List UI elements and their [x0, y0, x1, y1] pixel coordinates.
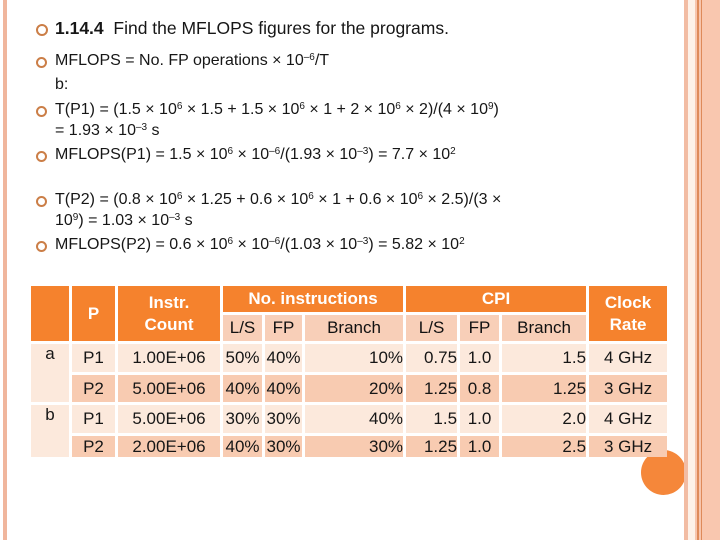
bullet-line-title: 1.14.4 Find the MFLOPS figures for the p…	[36, 16, 666, 40]
bullet-line-mflops-p1: MFLOPS(P1) = 1.5 × 106 × 10–6/(1.93 × 10…	[36, 144, 666, 165]
cpi-ls-cell: 0.75	[406, 344, 458, 372]
line-text: T(P1) = (1.5 × 106 × 1.5 + 1.5 × 106 × 1…	[55, 101, 499, 118]
cpi-ls-cell: 1.25	[406, 436, 458, 457]
line-text: = 1.93 × 10–3 s	[55, 122, 160, 139]
right-border-stripes	[684, 0, 720, 540]
program-cell: P2	[72, 375, 115, 402]
table-row: P2 5.00E+06 40% 40% 20% 1.25 0.8 1.25 3 …	[31, 375, 668, 402]
line-text: 109) = 1.03 × 10–3 s	[55, 212, 193, 229]
ls-pct-cell: 30%	[223, 405, 262, 433]
table-row: b P1 5.00E+06 30% 30% 40% 1.5 1.0 2.0 4 …	[31, 405, 668, 457]
ls-pct-cell: 40%	[223, 436, 262, 457]
cpi-branch-cell: 1.5	[502, 344, 587, 372]
cpi-branch-cell: 1.25	[502, 375, 587, 402]
ls-pct-cell: 40%	[223, 375, 262, 402]
header-cpi: CPI	[406, 286, 587, 312]
branch-pct-cell: 40%	[305, 405, 404, 433]
header-instr-count: Instr. Count	[118, 286, 220, 341]
clock-rate-cell: 3 GHz	[589, 436, 668, 457]
branch-pct-cell: 20%	[305, 375, 404, 402]
table-header-row-2: L/S FP Branch L/S FP Branch	[31, 315, 667, 341]
programs-table: P Instr. Count No. instructions CPI Cloc…	[28, 283, 670, 460]
fp-pct-cell: 40%	[265, 344, 302, 372]
cpi-fp-cell: 1.0	[460, 436, 500, 457]
line-text: MFLOPS(P1) = 1.5 × 106 × 10–6/(1.93 × 10…	[55, 146, 456, 163]
subheader-branch: Branch	[305, 315, 404, 341]
line-text: MFLOPS(P2) = 0.6 × 106 × 10–6/(1.03 × 10…	[55, 236, 465, 253]
bullet-line-tp1: T(P1) = (1.5 × 106 × 1.5 + 1.5 × 106 × 1…	[36, 99, 666, 120]
bullet-icon	[36, 57, 47, 68]
instr-count-cell: 5.00E+06	[118, 405, 220, 433]
subheader-cpi-branch: Branch	[502, 315, 587, 341]
left-border-stripe	[3, 0, 7, 540]
cpi-ls-cell: 1.5	[406, 405, 458, 433]
slide-body: 1.14.4 Find the MFLOPS figures for the p…	[36, 16, 666, 255]
program-cell: P2	[72, 436, 115, 457]
line-part-label: b:	[36, 74, 666, 96]
cpi-fp-cell: 1.0	[460, 405, 500, 433]
fp-pct-cell: 30%	[265, 405, 302, 433]
instr-count-cell: 5.00E+06	[118, 375, 220, 402]
instr-count-cell: 2.00E+06	[118, 436, 220, 457]
clock-rate-cell: 4 GHz	[589, 344, 668, 372]
table-row: a P1 1.00E+06 50% 40% 10% 0.75 1.0 1.5 4…	[31, 344, 668, 402]
bullet-line-tp2: T(P2) = (0.8 × 106 × 1.25 + 0.6 × 106 × …	[36, 189, 666, 210]
bullet-icon	[36, 196, 47, 207]
bullet-line-mflops-p2: MFLOPS(P2) = 0.6 × 106 × 10–6/(1.03 × 10…	[36, 234, 666, 255]
row-label-cell: b	[31, 405, 69, 457]
bullet-line-formula: MFLOPS = No. FP operations × 10–6/T	[36, 50, 666, 72]
header-p: P	[72, 286, 115, 341]
bullet-icon	[36, 24, 48, 36]
ls-pct-cell: 50%	[223, 344, 262, 372]
subheader-cpi-fp: FP	[460, 315, 500, 341]
subheader-fp: FP	[265, 315, 302, 341]
bullet-icon	[36, 151, 47, 162]
fp-pct-cell: 30%	[265, 436, 302, 457]
subheader-ls: L/S	[223, 315, 262, 341]
line-text: T(P2) = (0.8 × 106 × 1.25 + 0.6 × 106 × …	[55, 191, 502, 208]
fp-pct-cell: 40%	[265, 375, 302, 402]
program-cell: P1	[72, 344, 115, 372]
bullet-icon	[36, 241, 47, 252]
subheader-cpi-ls: L/S	[406, 315, 458, 341]
bullet-icon	[36, 106, 47, 117]
header-no-instructions: No. instructions	[223, 286, 404, 312]
corner-circle-decoration	[641, 450, 686, 495]
clock-rate-cell: 3 GHz	[589, 375, 668, 402]
cpi-branch-cell: 2.0	[502, 405, 587, 433]
line-tp1-continued: = 1.93 × 10–3 s	[36, 120, 666, 141]
line-tp2-continued: 109) = 1.03 × 10–3 s	[36, 210, 666, 231]
row-label-cell: a	[31, 344, 69, 402]
cpi-ls-cell: 1.25	[406, 375, 458, 402]
cpi-branch-cell: 2.5	[502, 436, 587, 457]
cpi-fp-cell: 1.0	[460, 344, 500, 372]
branch-pct-cell: 10%	[305, 344, 404, 372]
header-empty-cell	[31, 286, 69, 341]
table-row: P2 2.00E+06 40% 30% 30% 1.25 1.0 2.5 3 G…	[31, 436, 668, 457]
instr-count-cell: 1.00E+06	[118, 344, 220, 372]
program-cell: P1	[72, 405, 115, 433]
line-text: b:	[55, 76, 69, 93]
clock-rate-cell: 4 GHz	[589, 405, 668, 433]
branch-pct-cell: 30%	[305, 436, 404, 457]
table-header-row-1: P Instr. Count No. instructions CPI Cloc…	[31, 286, 668, 341]
header-clock-rate: Clock Rate	[589, 286, 668, 341]
line-text: 1.14.4 Find the MFLOPS figures for the p…	[55, 18, 449, 38]
line-text: MFLOPS = No. FP operations × 10–6/T	[55, 52, 330, 69]
cpi-fp-cell: 0.8	[460, 375, 500, 402]
